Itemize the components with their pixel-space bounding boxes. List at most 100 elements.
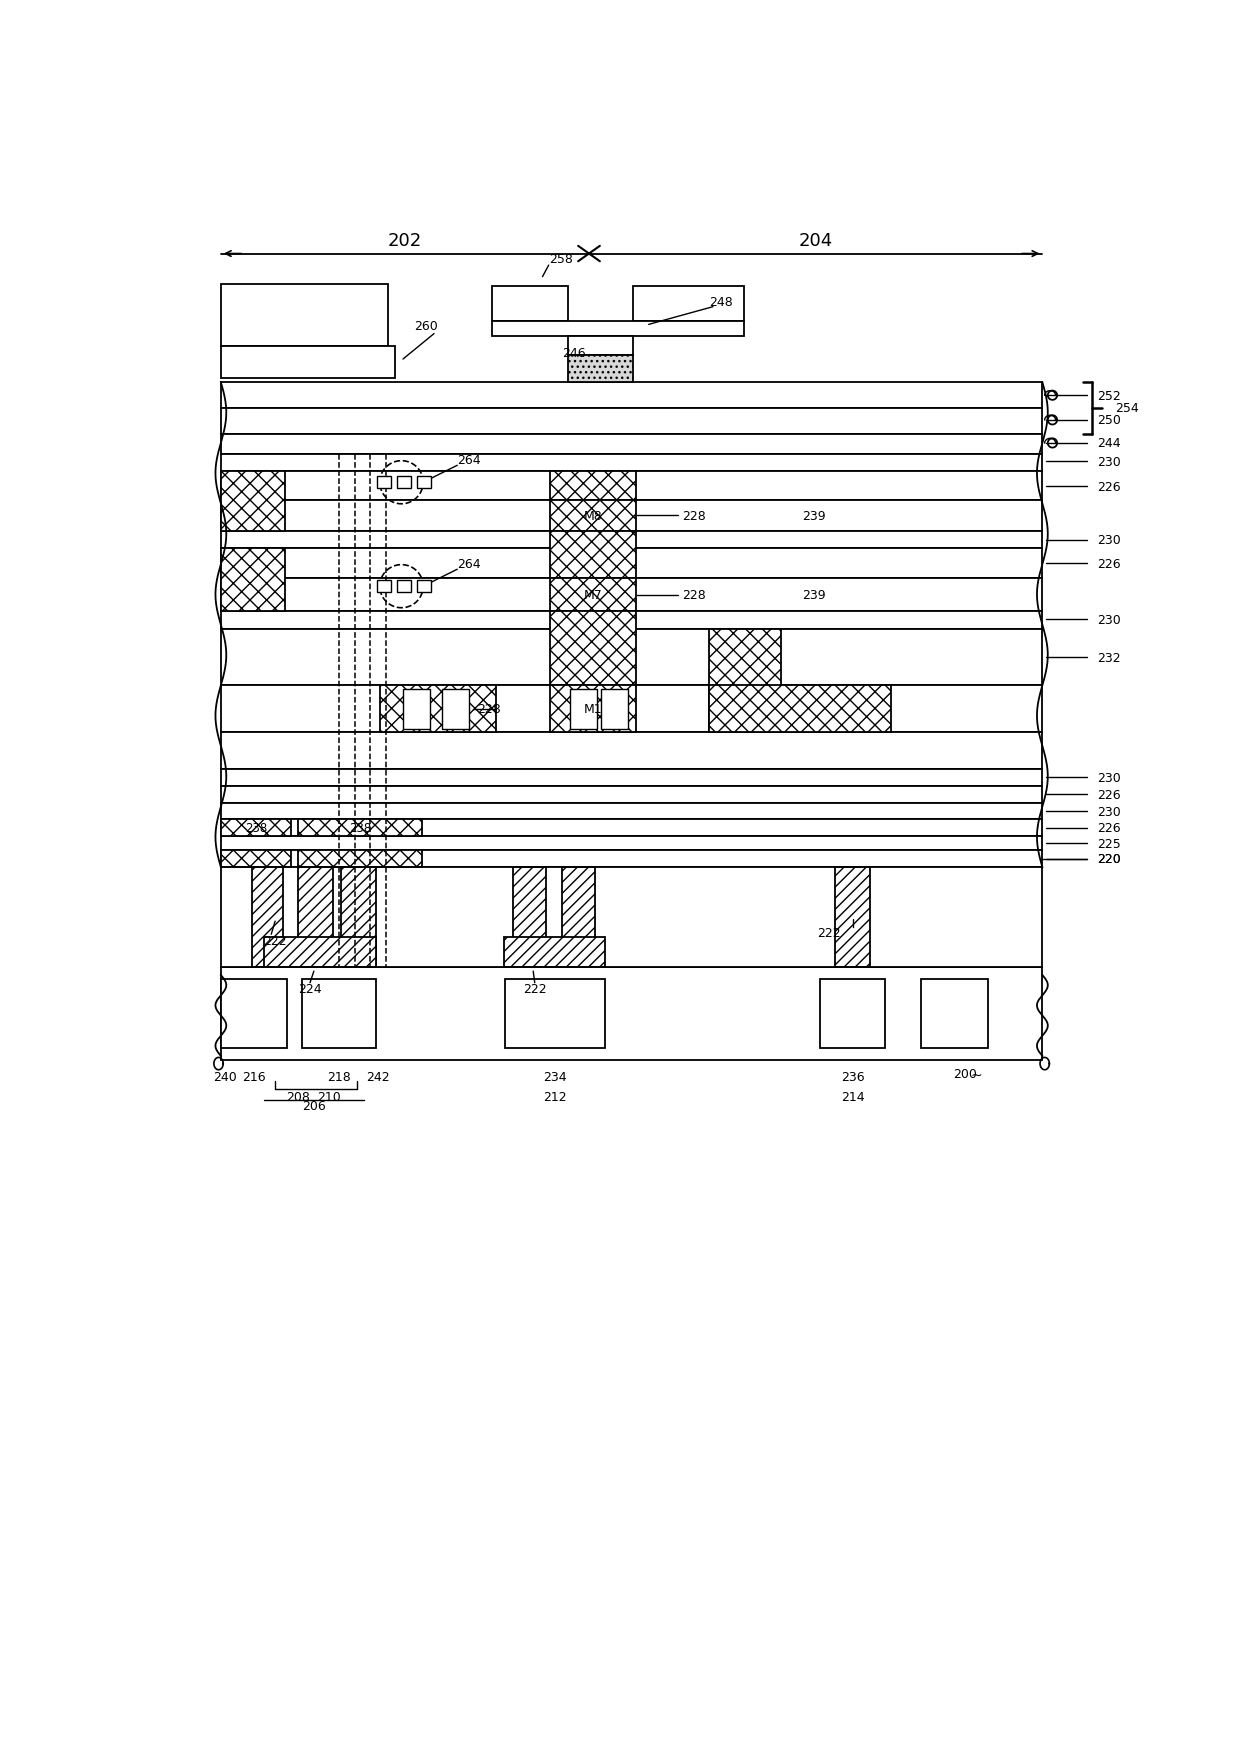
Bar [551, 500, 635, 531]
Bar [221, 771, 1043, 787]
Text: 226: 226 [1096, 558, 1120, 570]
Bar [551, 579, 635, 612]
Bar [341, 867, 376, 968]
Bar [551, 472, 635, 500]
Text: M8: M8 [584, 510, 603, 523]
Text: 252: 252 [1096, 390, 1121, 402]
Bar [221, 383, 1043, 409]
Bar [252, 867, 283, 968]
Bar [221, 579, 1043, 612]
Text: 212: 212 [543, 1091, 567, 1103]
Text: 254: 254 [1115, 402, 1140, 414]
Text: 264: 264 [458, 453, 481, 467]
Bar [568, 337, 634, 357]
Bar [551, 685, 635, 732]
Text: 228: 228 [476, 703, 501, 715]
Text: 200: 200 [954, 1068, 977, 1080]
Text: 220: 220 [1096, 853, 1121, 865]
Bar [221, 851, 290, 867]
Text: 222: 222 [523, 982, 547, 996]
Text: 202: 202 [387, 231, 422, 250]
Text: 232: 232 [1096, 652, 1120, 664]
Bar [403, 689, 430, 729]
Text: 228: 228 [682, 510, 706, 523]
Text: 250: 250 [1096, 414, 1121, 427]
Bar [503, 937, 605, 968]
Bar [709, 685, 892, 732]
Text: 220: 220 [1096, 853, 1121, 865]
Text: 236: 236 [841, 1070, 864, 1084]
Text: 239: 239 [802, 589, 826, 601]
Text: 264: 264 [458, 558, 481, 570]
Text: 230: 230 [1096, 614, 1121, 626]
Bar [221, 454, 1043, 472]
Text: 260: 260 [414, 320, 438, 334]
Bar [441, 689, 469, 729]
Bar [634, 287, 744, 322]
Text: 246: 246 [562, 348, 585, 360]
Text: 240: 240 [213, 1070, 237, 1084]
Text: 258: 258 [549, 253, 573, 266]
Bar [397, 477, 410, 489]
Bar [221, 549, 1043, 579]
Text: 206: 206 [303, 1099, 326, 1113]
Text: 230: 230 [1096, 806, 1121, 818]
Text: 239: 239 [802, 510, 826, 523]
Bar [513, 867, 547, 968]
Bar [221, 472, 1043, 500]
Bar [263, 937, 376, 968]
Text: 238: 238 [244, 822, 267, 836]
Bar [221, 612, 1043, 629]
Bar [836, 867, 869, 968]
Text: 226: 226 [1096, 481, 1120, 493]
Bar [221, 867, 1043, 968]
Bar [551, 612, 635, 685]
Bar [600, 689, 627, 729]
Text: 248: 248 [709, 295, 733, 309]
Text: 242: 242 [366, 1070, 391, 1084]
Text: 224: 224 [298, 982, 322, 996]
Bar [221, 435, 1043, 454]
Text: 234: 234 [543, 1070, 567, 1084]
Bar [303, 979, 376, 1049]
Text: 208: 208 [286, 1091, 310, 1103]
Bar [492, 287, 568, 322]
Text: 216: 216 [242, 1070, 267, 1084]
Text: 244: 244 [1096, 437, 1120, 451]
Bar [221, 804, 1043, 820]
Bar [417, 580, 432, 593]
Text: M1: M1 [584, 703, 603, 715]
Bar [551, 531, 635, 579]
Bar [221, 979, 286, 1049]
Bar [562, 867, 595, 968]
Bar [397, 580, 410, 593]
Bar [221, 500, 1043, 531]
Text: 222: 222 [263, 935, 288, 947]
Bar [299, 867, 334, 968]
Text: 226: 226 [1096, 822, 1120, 836]
Text: 230: 230 [1096, 535, 1121, 547]
Bar [299, 851, 423, 867]
Bar [221, 472, 285, 531]
Text: 230: 230 [1096, 771, 1121, 785]
Text: 210: 210 [317, 1091, 341, 1103]
Bar [221, 629, 1043, 685]
Bar [221, 685, 1043, 732]
Bar [379, 685, 496, 732]
Bar [569, 689, 596, 729]
Bar [221, 851, 1043, 867]
Text: 218: 218 [327, 1070, 351, 1084]
Bar [221, 285, 387, 346]
Bar [221, 968, 1043, 1059]
Text: 228: 228 [682, 589, 706, 601]
Bar [221, 409, 1043, 435]
Bar [221, 346, 396, 379]
Bar [221, 732, 1043, 771]
Bar [221, 820, 1043, 837]
Bar [920, 979, 988, 1049]
Bar [417, 477, 432, 489]
Bar [221, 837, 1043, 851]
Text: ~: ~ [971, 1068, 982, 1082]
Bar [221, 787, 1043, 804]
Text: 204: 204 [799, 231, 832, 250]
